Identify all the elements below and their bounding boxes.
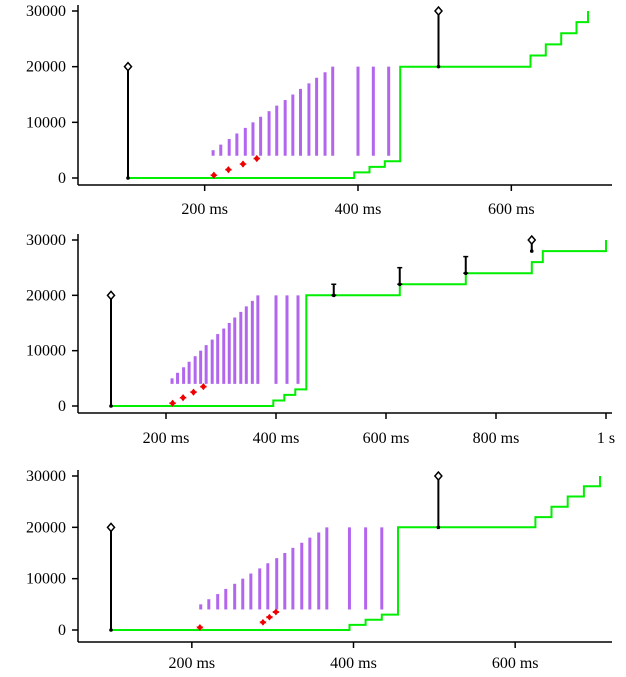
black-stem-base — [436, 525, 441, 530]
red-marker-head — [253, 157, 261, 163]
x-tick-label: 600 ms — [363, 430, 410, 447]
chart-panel-2: 0 10000 20000 30000 200 ms 400 ms 600 ms 800 ms… — [26, 232, 615, 447]
y-tick-label: 0 — [58, 398, 66, 415]
black-stem-base — [529, 249, 534, 253]
black-stem-diamond — [433, 470, 443, 482]
y-tick-label: 0 — [58, 622, 66, 639]
y-tick-label: 20000 — [26, 59, 66, 76]
red-marker-head — [189, 391, 198, 396]
y-tick-label: 30000 — [26, 468, 66, 485]
step-series-line — [128, 11, 589, 179]
y-tick-label: 30000 — [26, 232, 66, 249]
x-tick-label: 600 ms — [488, 201, 535, 218]
black-stem-base — [109, 404, 113, 408]
red-marker-head — [265, 616, 274, 621]
x-tick-label: 600 ms — [492, 655, 539, 672]
x-tick-label: 400 ms — [253, 430, 300, 447]
x-tick-label: 400 ms — [330, 655, 377, 672]
y-tick-label: 0 — [58, 170, 66, 187]
x-tick-label: 200 ms — [181, 201, 228, 218]
red-marker-head — [210, 174, 218, 179]
red-marker-head — [272, 611, 280, 616]
y-tick-label: 30000 — [26, 3, 66, 20]
step-series-line — [111, 476, 601, 631]
black-stem-diamond — [527, 234, 537, 246]
x-tick-label: 800 ms — [473, 430, 520, 447]
black-stem-diamond — [123, 61, 133, 72]
y-tick-label: 20000 — [26, 287, 66, 304]
black-stem-base — [126, 176, 130, 180]
y-tick-label: 10000 — [26, 343, 66, 360]
x-tick-label: 1 s — [597, 430, 615, 447]
chart-panel-3: 0 10000 20000 30000 200 ms 400 ms 600 ms — [26, 468, 612, 672]
red-marker-head — [259, 621, 267, 626]
red-marker-head — [169, 402, 177, 407]
x-tick-label: 200 ms — [168, 655, 215, 672]
red-marker-head — [239, 163, 247, 168]
chart-panel-1: 0 10000 20000 30000 200 ms 400 ms 600 ms — [26, 3, 612, 218]
black-stem-diamond — [106, 290, 116, 301]
black-stem-base — [109, 628, 113, 632]
red-marker-head — [199, 385, 207, 391]
red-marker-head — [179, 396, 187, 402]
y-tick-label: 20000 — [26, 519, 66, 536]
black-stem-diamond — [106, 522, 116, 533]
y-tick-label: 10000 — [26, 571, 66, 588]
black-stem-base — [436, 64, 441, 69]
y-tick-label: 10000 — [26, 114, 66, 131]
black-stem-diamond — [434, 5, 443, 17]
x-tick-label: 400 ms — [335, 201, 382, 218]
red-marker-head — [196, 626, 204, 631]
step-series-line — [111, 240, 607, 407]
red-marker-head — [224, 168, 233, 174]
x-tick-label: 200 ms — [143, 430, 190, 447]
